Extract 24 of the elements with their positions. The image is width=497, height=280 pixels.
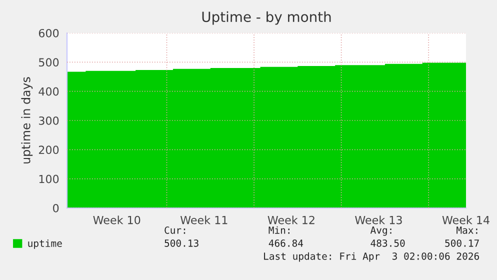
y-tick-label: 0 [53,204,59,212]
x-tick-label: Week 12 [268,216,314,224]
chart-title: Uptime - by month [202,11,331,25]
text: 483.50 [370,239,405,247]
text: Last update: Fri Apr 3 02:00:06 2026 [264,252,479,262]
y-tick-label: 100 [39,174,59,184]
y-tick-label: 200 [38,146,59,154]
y-tick-label: 600 [38,28,59,38]
text: 500.17 [445,239,479,247]
x-tick-label: Week 14 [442,216,490,224]
x-tick-label: Week 13 [355,216,402,224]
legend-label: uptime [28,239,62,249]
x-tick-label: Week 11 [180,216,228,224]
y-axis-title: uptime in days [21,77,33,164]
text: Min: [268,226,290,234]
text: Avg: [370,226,392,236]
text: Max: [456,226,478,234]
text: 500.13 [164,239,198,247]
text: Cur: [164,226,186,234]
y-tick-label: 400 [38,87,59,96]
y-tick-label: 300 [39,116,59,125]
y-tick-label: 500 [39,58,59,67]
text: 466.84 [268,239,304,247]
x-tick-label: Week 10 [93,216,140,224]
